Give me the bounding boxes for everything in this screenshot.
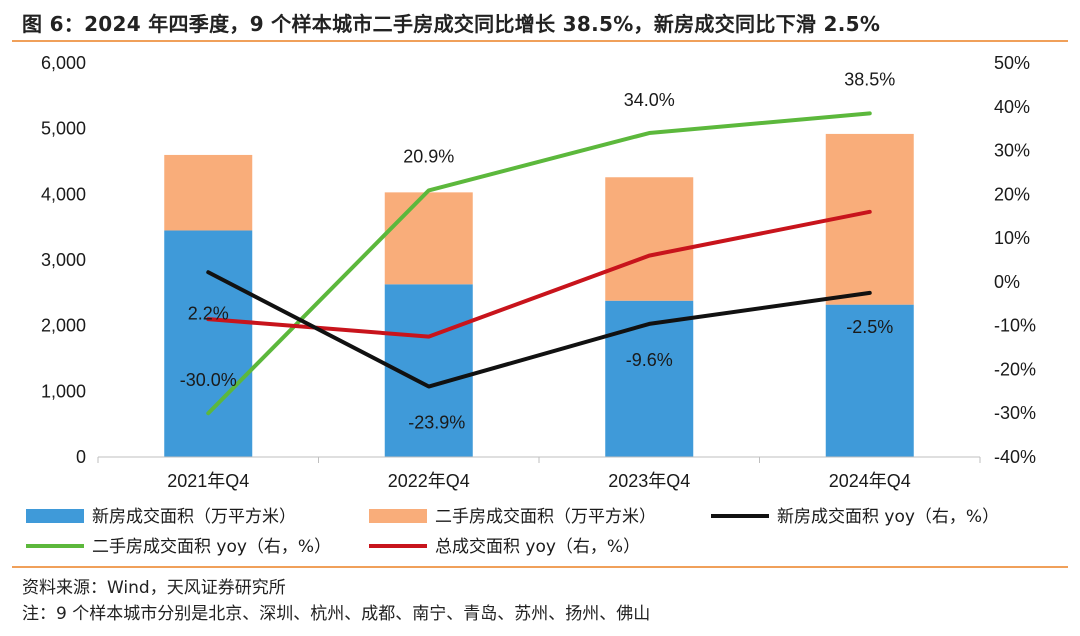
data-label-second-hand-yoy: 20.9% xyxy=(403,146,454,166)
data-label-second-hand-yoy: 38.5% xyxy=(844,69,895,89)
right-axis-tick-label: -10% xyxy=(994,316,1036,336)
note-text: 注：9 个样本城市分别是北京、深圳、杭州、成都、南宁、青岛、苏州、扬州、佛山 xyxy=(22,604,651,624)
bar-second-hand xyxy=(605,177,694,301)
right-axis-tick-label: 30% xyxy=(994,141,1030,161)
legend-second-hand-area-swatch xyxy=(369,509,427,523)
bar-new-house xyxy=(605,300,694,457)
x-axis-category-label: 2022年Q4 xyxy=(388,471,470,491)
left-axis-tick-label: 5,000 xyxy=(41,119,86,139)
legend-total-yoy-label: 总成交面积 yoy（右，%） xyxy=(435,537,640,557)
right-axis-tick-label: 40% xyxy=(994,97,1030,117)
chart-canvas: 0 1,000 2,000 3,000 4,000 5,000 6,000 -40% -30% -… xyxy=(26,53,1036,557)
data-label-new-house-yoy: 2.2% xyxy=(188,303,229,323)
left-axis-tick-label: 6,000 xyxy=(41,53,86,73)
x-axis-category-label: 2023年Q4 xyxy=(608,471,690,491)
data-label-second-hand-yoy: -30.0% xyxy=(180,370,237,390)
right-axis-tick-label: 50% xyxy=(994,53,1030,73)
line-new-house-yoy xyxy=(206,270,872,389)
bar-second-hand xyxy=(384,192,473,285)
right-axis-tick-label: 10% xyxy=(994,228,1030,248)
bar-new-house xyxy=(164,230,253,457)
line-total-yoy xyxy=(206,209,872,339)
left-axis-tick-label: 1,000 xyxy=(41,381,86,401)
legend-new-house-area-swatch xyxy=(26,509,84,523)
figure-title: 图 6：2024 年四季度，9 个样本城市二手房成交同比增长 38.5%，新房成… xyxy=(22,12,881,36)
left-axis-tick-label: 4,000 xyxy=(41,184,86,204)
footer-divider xyxy=(12,566,1068,568)
right-axis-tick-label: -20% xyxy=(994,359,1036,379)
legend-second-hand-area-label: 二手房成交面积（万平方米） xyxy=(435,507,656,527)
x-axis-category-label: 2021年Q4 xyxy=(167,471,249,491)
right-axis-tick-label: 0% xyxy=(994,272,1020,292)
data-label-new-house-yoy: -23.9% xyxy=(408,413,465,433)
data-label-new-house-yoy: -9.6% xyxy=(626,350,673,370)
data-label-new-house-yoy: -2.5% xyxy=(846,317,893,337)
x-axis-category-label: 2024年Q4 xyxy=(829,471,911,491)
right-axis-tick-label: -40% xyxy=(994,447,1036,467)
left-axis-tick-label: 3,000 xyxy=(41,250,86,270)
legend-new-house-yoy-label: 新房成交面积 yoy（右，%） xyxy=(777,507,999,527)
left-axis-tick-label: 2,000 xyxy=(41,316,86,336)
bar-new-house xyxy=(825,304,914,457)
legend-second-hand-yoy-label: 二手房成交面积 yoy（右，%） xyxy=(92,537,331,557)
line-second-hand-yoy xyxy=(206,111,872,416)
right-axis-tick-label: -30% xyxy=(994,403,1036,423)
bar-second-hand xyxy=(164,154,253,231)
left-axis-tick-label: 0 xyxy=(76,447,86,467)
source-text: 资料来源：Wind，天风证券研究所 xyxy=(22,578,286,598)
legend-new-house-area-label: 新房成交面积（万平方米） xyxy=(92,507,296,527)
title-divider xyxy=(12,40,1068,42)
data-label-second-hand-yoy: 34.0% xyxy=(624,90,675,110)
right-axis-tick-label: 20% xyxy=(994,184,1030,204)
